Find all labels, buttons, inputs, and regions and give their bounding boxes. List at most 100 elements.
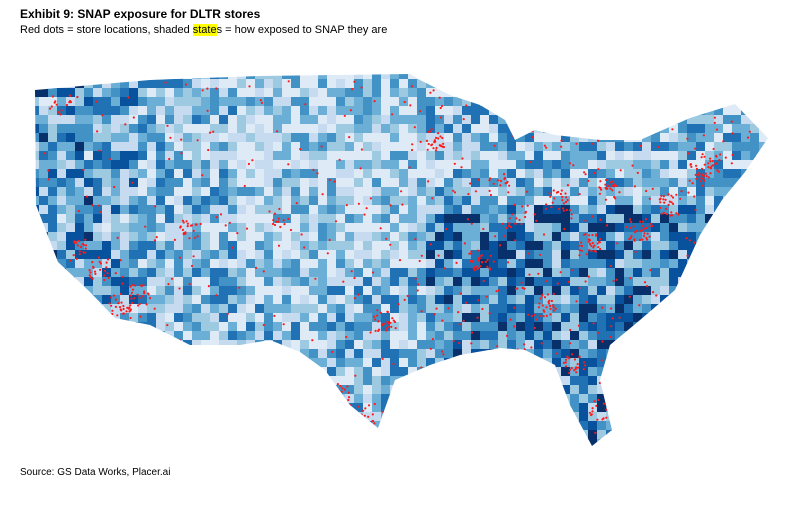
county-tile — [723, 106, 733, 116]
county-tile — [507, 277, 517, 287]
county-tile — [147, 349, 157, 359]
county-tile — [597, 241, 607, 251]
county-tile — [480, 97, 490, 107]
county-tile — [408, 250, 418, 260]
county-tile — [39, 196, 49, 206]
county-tile — [246, 259, 256, 269]
county-tile — [408, 349, 418, 359]
county-tile — [255, 124, 265, 134]
county-tile — [723, 214, 733, 224]
county-tile — [732, 412, 742, 422]
county-tile — [35, 277, 40, 287]
county-tile — [192, 313, 202, 323]
county-tile — [75, 430, 85, 440]
county-tile — [615, 421, 625, 431]
store-dot — [655, 294, 658, 297]
store-dot — [509, 225, 512, 229]
county-tile — [732, 124, 742, 134]
county-tile — [93, 74, 103, 80]
county-tile — [165, 448, 175, 458]
county-tile — [399, 403, 409, 413]
county-tile — [66, 151, 76, 161]
store-dot — [273, 212, 277, 215]
county-tile — [480, 79, 490, 89]
store-dot — [615, 278, 618, 281]
county-tile — [597, 349, 607, 359]
store-dot — [463, 242, 466, 245]
county-tile — [489, 430, 499, 440]
county-tile — [363, 169, 373, 179]
store-dot — [181, 228, 184, 231]
county-tile — [417, 277, 427, 287]
county-tile — [129, 223, 139, 233]
store-dot — [400, 190, 403, 193]
county-tile — [714, 313, 724, 323]
store-dot — [321, 193, 324, 196]
county-tile — [282, 367, 292, 377]
county-tile — [579, 430, 589, 440]
county-tile — [705, 196, 715, 206]
county-tile — [741, 439, 751, 446]
county-tile — [174, 358, 184, 368]
county-tile — [93, 412, 103, 422]
county-tile — [219, 133, 229, 143]
county-tile — [237, 430, 247, 440]
county-tile — [138, 250, 148, 260]
store-dot — [578, 356, 581, 359]
county-tile — [129, 79, 139, 89]
county-tile — [120, 250, 130, 260]
county-tile — [381, 250, 391, 260]
county-tile — [111, 277, 121, 287]
store-dot — [192, 360, 195, 363]
county-tile — [444, 412, 454, 422]
county-tile — [453, 403, 463, 413]
store-dot — [408, 434, 411, 437]
store-dot — [714, 162, 717, 165]
store-dot — [372, 271, 375, 274]
store-dot — [600, 359, 603, 362]
county-tile — [75, 448, 85, 458]
store-dot — [594, 250, 597, 253]
county-tile — [210, 376, 220, 386]
county-tile — [426, 277, 436, 287]
county-tile — [480, 322, 490, 332]
county-tile — [507, 205, 517, 215]
county-tile — [426, 151, 436, 161]
county-tile — [642, 376, 652, 386]
store-dot — [508, 222, 511, 225]
county-tile — [48, 403, 58, 413]
county-tile — [552, 367, 562, 377]
store-dot — [363, 418, 366, 421]
store-dot — [453, 191, 457, 194]
county-tile — [300, 196, 310, 206]
county-tile — [714, 196, 724, 206]
county-tile — [174, 430, 184, 440]
county-tile — [534, 115, 544, 125]
county-tile — [750, 169, 760, 179]
county-tile — [678, 286, 688, 296]
county-tile — [201, 124, 211, 134]
county-tile — [219, 385, 229, 395]
county-tile — [651, 214, 661, 224]
county-tile — [462, 259, 472, 269]
county-tile — [66, 385, 76, 395]
county-tile — [705, 421, 715, 431]
county-tile — [498, 412, 508, 422]
county-tile — [426, 430, 436, 440]
county-tile — [390, 313, 400, 323]
store-dot — [72, 254, 75, 257]
county-tile — [111, 214, 121, 224]
county-tile — [669, 79, 679, 89]
store-dot — [443, 267, 446, 270]
county-tile — [543, 223, 553, 233]
county-tile — [390, 304, 400, 314]
county-tile — [228, 448, 238, 458]
county-tile — [705, 268, 715, 278]
county-tile — [219, 439, 229, 446]
store-dot — [181, 219, 184, 222]
county-tile — [750, 178, 760, 188]
store-dot — [745, 375, 748, 379]
county-tile — [201, 367, 211, 377]
county-tile — [498, 295, 508, 305]
county-tile — [336, 349, 346, 359]
